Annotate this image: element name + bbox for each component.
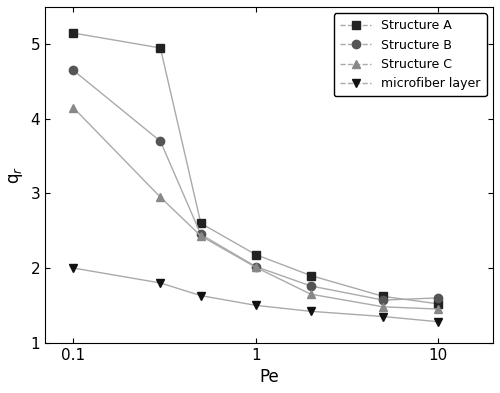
Structure B [198, 232, 204, 237]
Line: Structure C: Structure C [69, 103, 442, 313]
Structure A [380, 294, 386, 299]
Structure C [158, 195, 164, 200]
microfiber layer [70, 266, 76, 270]
Line: microfiber layer: microfiber layer [69, 264, 442, 326]
Legend: Structure A, Structure B, Structure C, microfiber layer: Structure A, Structure B, Structure C, m… [334, 13, 487, 96]
Line: Structure B: Structure B [69, 66, 442, 304]
Structure B [435, 296, 441, 300]
microfiber layer [308, 309, 314, 314]
Structure B [380, 298, 386, 303]
Structure B [253, 264, 259, 269]
Structure B [308, 284, 314, 288]
Structure A [253, 252, 259, 257]
X-axis label: Pe: Pe [259, 368, 279, 386]
microfiber layer [198, 293, 204, 298]
Y-axis label: q$_r$: q$_r$ [7, 166, 25, 184]
microfiber layer [158, 281, 164, 285]
Structure B [70, 68, 76, 73]
Structure C [70, 105, 76, 110]
microfiber layer [253, 303, 259, 308]
Line: Structure A: Structure A [69, 29, 442, 308]
Structure A [198, 221, 204, 226]
Structure C [198, 233, 204, 238]
Structure C [380, 305, 386, 309]
microfiber layer [435, 320, 441, 324]
microfiber layer [380, 314, 386, 319]
Structure A [308, 273, 314, 278]
Structure A [158, 46, 164, 50]
Structure A [70, 31, 76, 35]
Structure C [435, 307, 441, 311]
Structure A [435, 301, 441, 306]
Structure C [308, 292, 314, 296]
Structure C [253, 265, 259, 270]
Structure B [158, 139, 164, 143]
